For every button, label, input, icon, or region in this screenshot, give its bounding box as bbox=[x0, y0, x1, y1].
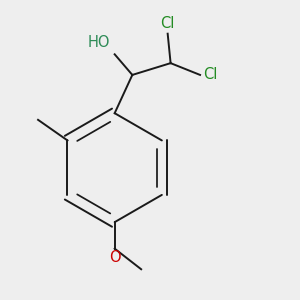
Text: Cl: Cl bbox=[203, 68, 218, 82]
Text: O: O bbox=[109, 250, 121, 265]
Text: Cl: Cl bbox=[160, 16, 175, 31]
Text: HO: HO bbox=[88, 35, 110, 50]
